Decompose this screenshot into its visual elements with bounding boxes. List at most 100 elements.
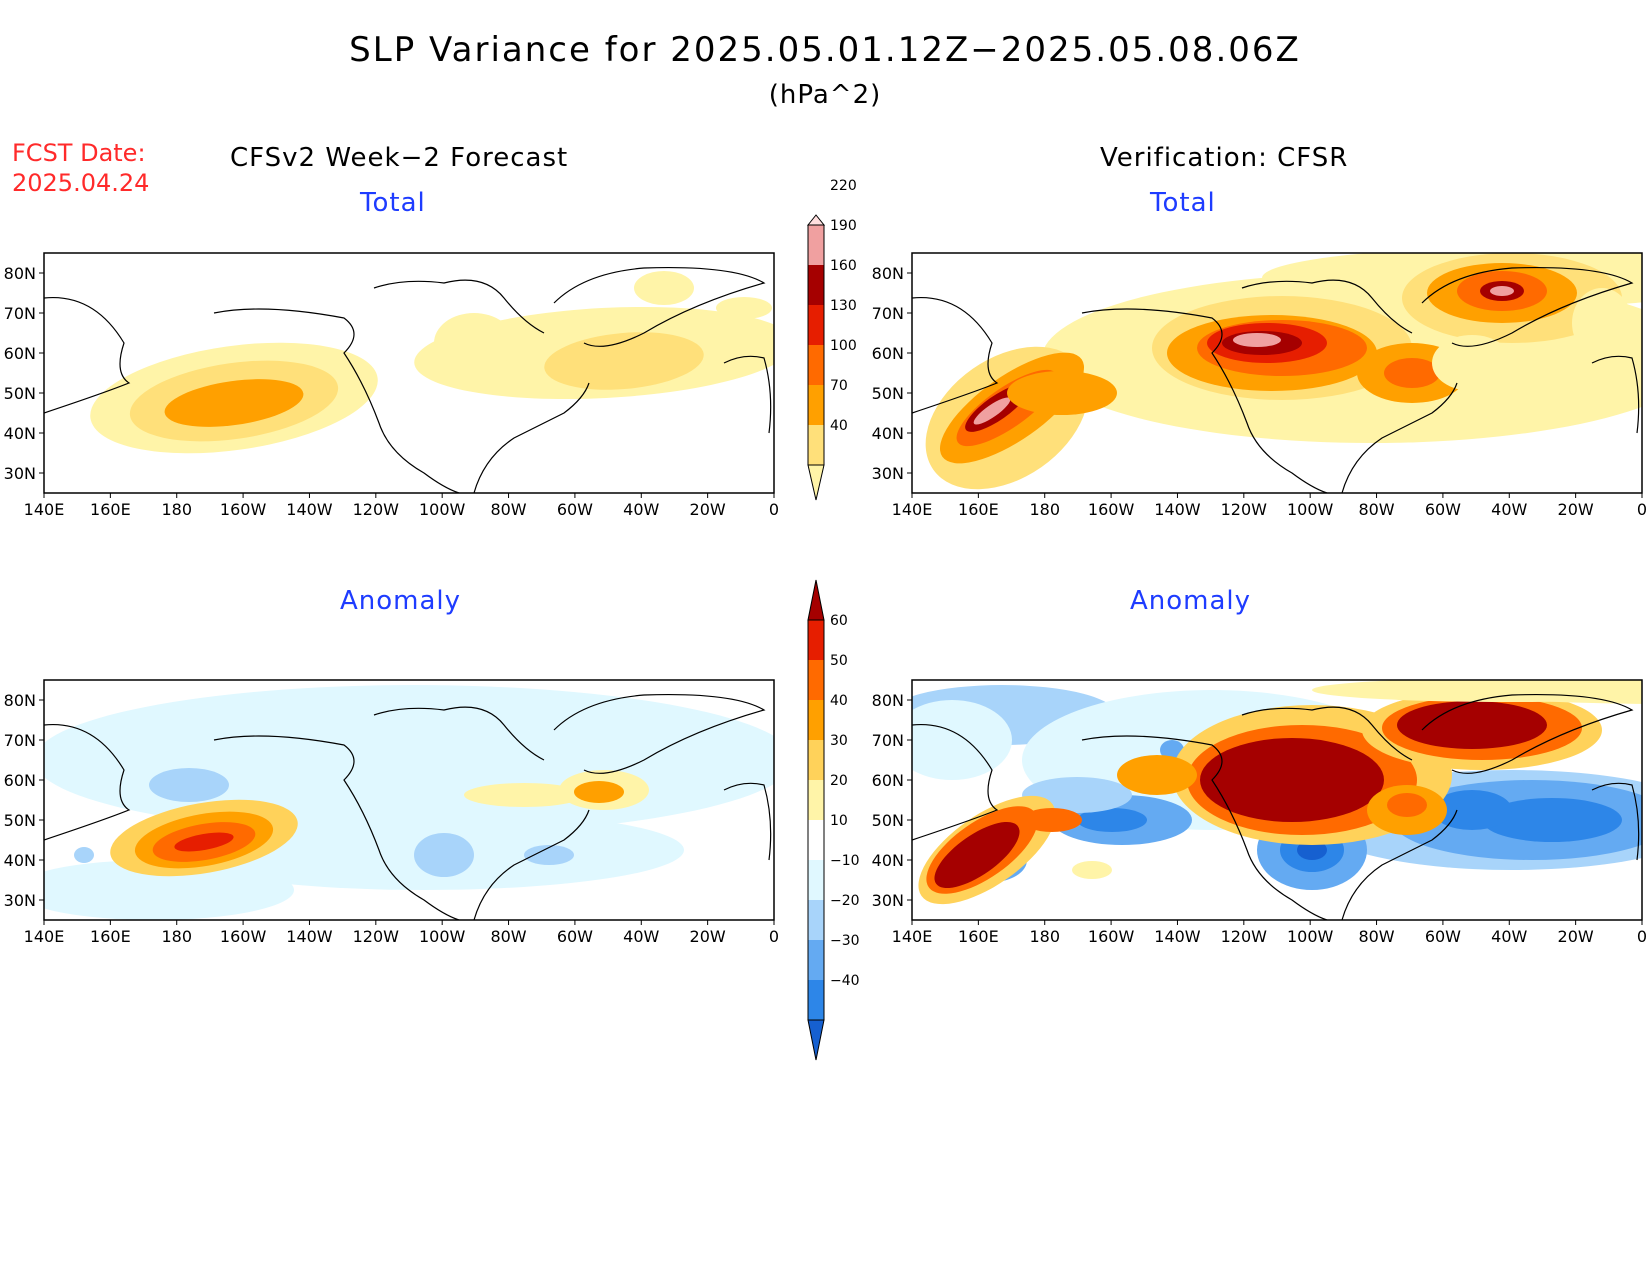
colorbar-total-segment xyxy=(808,305,824,345)
colorbar-total-tip-top xyxy=(806,214,826,226)
coastline xyxy=(1341,809,1458,920)
map-frame xyxy=(43,679,775,921)
shaded-region xyxy=(634,271,694,305)
lon-label: 160E xyxy=(958,927,999,946)
lat-label: 60N xyxy=(872,344,904,363)
colorbar-total-label: 130 xyxy=(830,298,857,314)
map-frame xyxy=(911,252,1643,494)
coastline xyxy=(723,782,772,861)
lon-label: 160W xyxy=(220,927,267,946)
lon-label: 0 xyxy=(769,927,779,946)
colorbar-anomaly-label: 40 xyxy=(830,693,848,709)
colorbar-total-segment xyxy=(808,345,824,385)
verification-header: Verification: CFSR xyxy=(1100,143,1349,173)
lon-label: 140E xyxy=(892,500,933,519)
coastline xyxy=(1591,355,1640,434)
colorbar-anomaly-label: 10 xyxy=(830,813,848,829)
lon-label: 0 xyxy=(1637,927,1647,946)
lon-label: 20W xyxy=(690,500,726,519)
colorbar-total-segment xyxy=(808,265,824,305)
lat-label: 30N xyxy=(4,891,36,910)
colorbar-total-tip-bottom xyxy=(807,464,825,501)
colorbar-anomaly-tip-bottom xyxy=(807,1019,825,1061)
lat-label: 50N xyxy=(872,384,904,403)
map-frame xyxy=(911,679,1643,921)
colorbar-anomaly-segment xyxy=(808,620,824,660)
lon-label: 100W xyxy=(1287,927,1334,946)
shaded-region xyxy=(1572,288,1632,358)
colorbar-anomaly: −40 −30 −20 −10 10 20 30 40 50 60 xyxy=(807,579,860,1061)
lon-label: 120W xyxy=(353,500,400,519)
shaded-region xyxy=(912,700,1012,780)
map-panel-verif-total: 140E 160E 180 160W 140W 120W 100W 80W 60W 40W 20W 0… xyxy=(872,252,1647,519)
colorbar-total-segment xyxy=(808,425,824,465)
lat-label: 60N xyxy=(4,771,36,790)
lon-label: 160W xyxy=(1088,927,1135,946)
shaded-region xyxy=(434,313,514,373)
coastline xyxy=(44,296,131,414)
shaded-region xyxy=(716,297,772,319)
colorbar-anomaly-label: −30 xyxy=(830,933,860,949)
colorbar-total-label: 160 xyxy=(830,258,857,274)
lat-label: 30N xyxy=(872,891,904,910)
shaded-region xyxy=(1007,371,1117,415)
colorbar-total-label: 100 xyxy=(830,338,857,354)
colorbar-anomaly-label: 20 xyxy=(830,773,848,789)
colorbar-anomaly-frame xyxy=(807,619,825,1021)
units-label: (hPa^2) xyxy=(768,80,882,110)
lat-label: 80N xyxy=(4,691,36,710)
lat-label: 70N xyxy=(4,731,36,750)
coastline xyxy=(1241,279,1413,334)
coastline xyxy=(473,809,590,920)
lon-label: 160E xyxy=(90,500,131,519)
panel-subtitle-fcst-anomaly: Anomaly xyxy=(340,586,462,616)
panel-subtitle-verif-anomaly: Anomaly xyxy=(1130,586,1252,616)
lon-label: 80W xyxy=(1358,500,1394,519)
shaded-region xyxy=(149,768,229,802)
colorbar-anomaly-label: 50 xyxy=(830,653,848,669)
lon-label: 140W xyxy=(286,927,333,946)
shaded-region xyxy=(1384,358,1440,388)
lon-label: 140W xyxy=(286,500,333,519)
colorbar-anomaly-segment xyxy=(808,900,824,940)
forecast-date-label: FCST Date: 2025.04.24 xyxy=(12,138,149,198)
shaded-region xyxy=(1233,333,1281,347)
lat-label: 60N xyxy=(872,771,904,790)
lon-label: 160W xyxy=(220,500,267,519)
coastline xyxy=(213,735,460,920)
shaded-region xyxy=(1482,798,1622,842)
lon-label: 180 xyxy=(1029,500,1060,519)
shaded-region xyxy=(1490,286,1514,296)
colorbar-anomaly-segment xyxy=(808,780,824,820)
shaded-region xyxy=(74,847,94,863)
lon-label: 80W xyxy=(490,927,526,946)
coastline xyxy=(1241,706,1413,761)
shaded-region xyxy=(44,860,294,920)
colorbar-anomaly-label: −10 xyxy=(830,853,860,869)
colorbar-anomaly-tip-top xyxy=(807,579,825,621)
colorbar-anomaly-segment xyxy=(808,940,824,980)
lon-label: 120W xyxy=(353,927,400,946)
map-frame xyxy=(43,252,775,494)
colorbar-anomaly-segment xyxy=(808,700,824,740)
lon-label: 20W xyxy=(1558,500,1594,519)
lon-label: 160E xyxy=(90,927,131,946)
lat-label: 80N xyxy=(872,691,904,710)
shaded-region xyxy=(174,832,234,852)
lon-label: 80W xyxy=(490,500,526,519)
coastline xyxy=(1341,382,1458,493)
coastline xyxy=(1081,735,1328,920)
coastline xyxy=(1421,266,1634,347)
coastline xyxy=(912,723,999,841)
shaded-region xyxy=(1397,701,1547,749)
lat-label: 40N xyxy=(4,424,36,443)
coastline xyxy=(553,266,766,347)
colorbar-total-label: 190 xyxy=(830,218,857,234)
lon-label: 60W xyxy=(1425,927,1461,946)
forecast-date-caption: FCST Date: xyxy=(12,139,146,167)
lon-label: 80W xyxy=(1358,927,1394,946)
map-panel-verif-anomaly: 140E 160E 180 160W 140W 120W 100W 80W 60W 40W 20W 0… xyxy=(872,679,1647,946)
lon-label: 120W xyxy=(1221,500,1268,519)
map-panel-fcst-anomaly: 140E 160E 180 160W 140W 120W 100W 80W 60W 40W 20W 0… xyxy=(4,679,779,946)
